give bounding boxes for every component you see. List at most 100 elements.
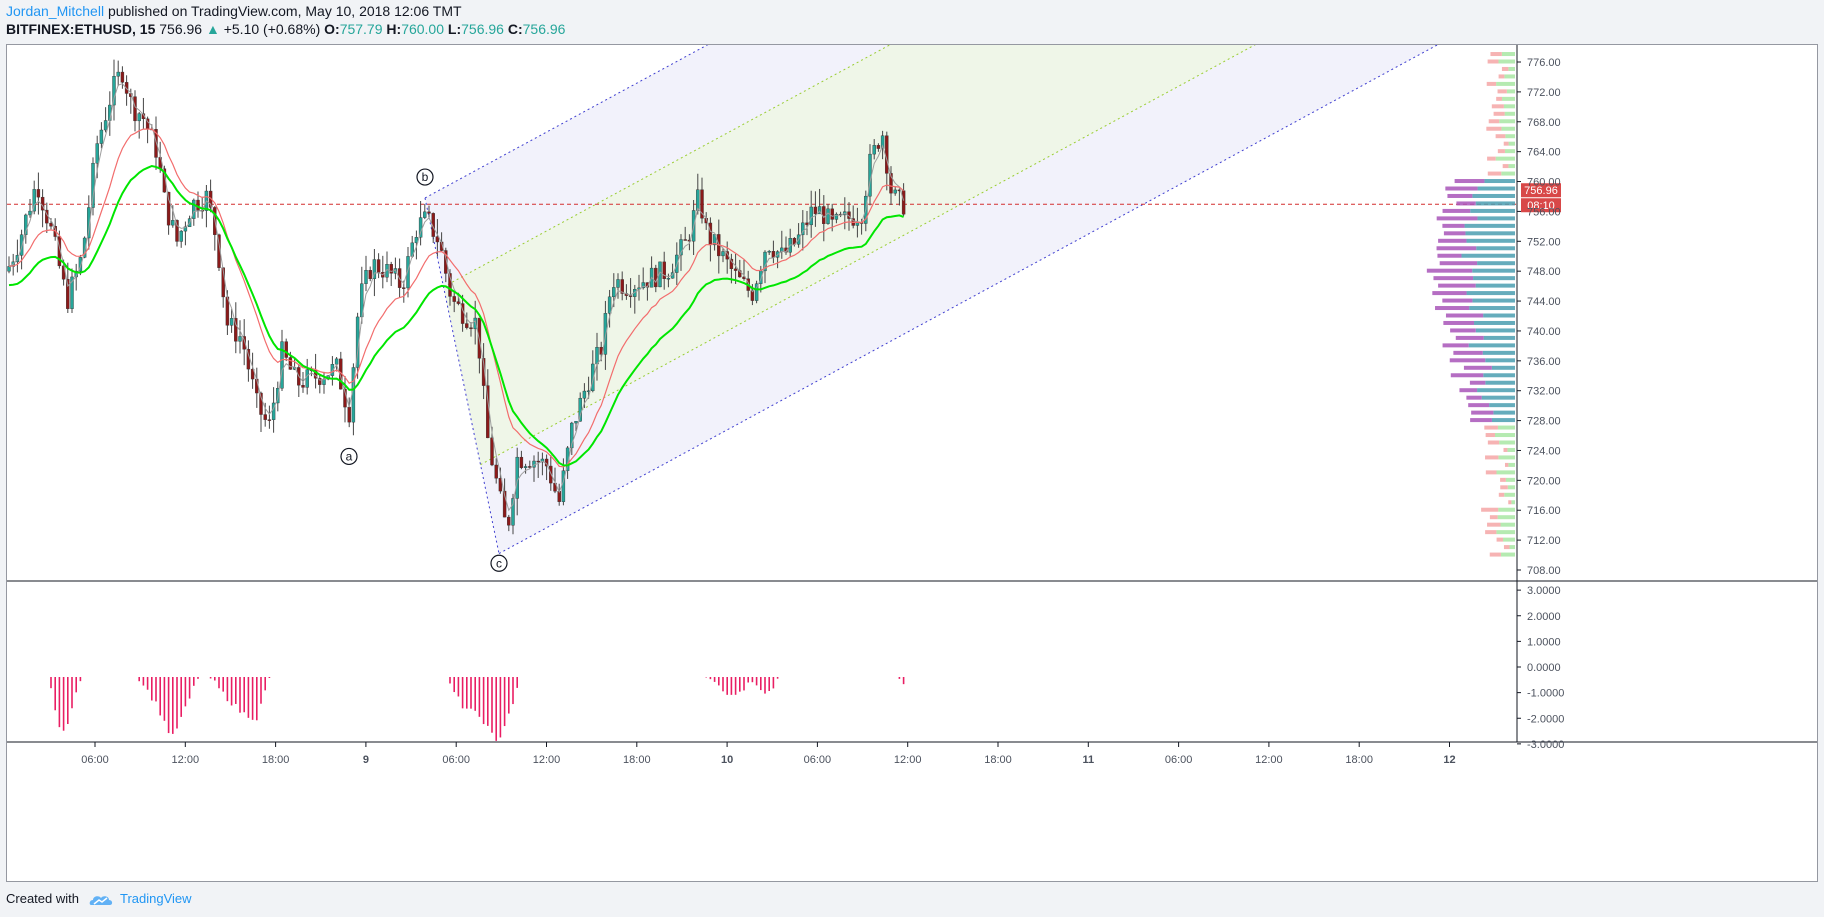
- pitchfork-inner-zone: [443, 45, 1255, 465]
- candle-up: [511, 498, 515, 526]
- candle-up: [666, 277, 671, 280]
- price-chart-svg[interactable]: 756.96 08:10 a b c 776.00 772.00 768.00 764.00…: [7, 45, 1817, 881]
- candle-up: [763, 251, 767, 272]
- candle-down: [876, 145, 881, 149]
- volume-profile-bar-down: [1496, 96, 1503, 101]
- volume-profile-bar-up: [1511, 500, 1515, 505]
- volume-profile-bar-down: [1487, 440, 1500, 445]
- candle-up: [473, 317, 477, 330]
- volume-profile-bar-up: [1498, 507, 1515, 512]
- volume-profile-bar-down: [1442, 343, 1469, 348]
- candle-down: [284, 341, 288, 358]
- candle-down: [242, 336, 246, 350]
- moving-averages-layer: [8, 83, 905, 512]
- volume-profile-bar-down: [1493, 111, 1505, 116]
- volume-profile-bar-down: [1497, 89, 1507, 94]
- volume-profile-bar-up: [1477, 186, 1515, 191]
- volume-profile-bar-down: [1445, 186, 1478, 191]
- volume-profile-bar-down: [1450, 328, 1476, 333]
- time-tick-label: 06:00: [442, 754, 470, 766]
- candle-down: [267, 419, 272, 421]
- green-ma-line: [8, 164, 904, 467]
- volume-profile-bar-down: [1503, 141, 1509, 146]
- volume-profile-bar-down: [1481, 507, 1499, 512]
- chart-container[interactable]: 756.96 08:10 a b c 776.00 772.00 768.00 764.00…: [6, 44, 1818, 882]
- published-text: published on TradingView.com, May 10, 20…: [107, 3, 462, 19]
- volume-profile-bar-up: [1466, 238, 1515, 243]
- candle-up: [87, 207, 91, 239]
- tradingview-cloud-icon: [89, 895, 112, 905]
- candle-down: [813, 206, 818, 215]
- candle-up: [28, 210, 32, 216]
- volume-profile-bar-up: [1475, 201, 1515, 206]
- volume-profile-bar-up: [1508, 462, 1515, 467]
- candle-up: [70, 276, 74, 309]
- candle-up: [817, 206, 822, 215]
- wave-label-b-circle: [416, 168, 434, 186]
- candle-down: [889, 173, 893, 194]
- volume-profile-bar-down: [1485, 455, 1499, 460]
- price-tick-label: 720.00: [1527, 475, 1561, 487]
- candle-up: [679, 239, 683, 256]
- candle-up: [607, 296, 612, 314]
- candle-up: [406, 256, 410, 289]
- candle-down: [444, 250, 448, 274]
- volume-profile-bar-down: [1438, 238, 1467, 243]
- price-tick-label: 768.00: [1527, 117, 1561, 129]
- candle-down: [448, 273, 452, 297]
- candle-down: [465, 323, 469, 328]
- volume-profile-bar-up: [1496, 81, 1515, 86]
- candle-down: [536, 460, 540, 463]
- candle-up: [116, 71, 120, 77]
- last-price-badge-label: 756.96: [1524, 185, 1558, 197]
- candle-up: [523, 466, 528, 468]
- candle-up: [423, 211, 427, 218]
- volume-profile-bar-up: [1495, 156, 1515, 161]
- volume-profile-bar-up: [1461, 253, 1515, 258]
- volume-profile-bar-up: [1499, 440, 1515, 445]
- wave-label-c-circle: [490, 554, 508, 572]
- candle-up: [330, 364, 335, 376]
- candle-down: [708, 222, 713, 246]
- volume-profile-bar-up: [1493, 410, 1515, 415]
- candle-down: [250, 368, 255, 380]
- price-tick-label: 708.00: [1527, 565, 1561, 577]
- candle-up: [7, 266, 11, 272]
- author-link[interactable]: Jordan_Mitchell: [6, 3, 105, 19]
- candle-down: [830, 208, 834, 220]
- volume-profile-bar-down: [1447, 193, 1473, 198]
- volume-profile-bar-up: [1469, 306, 1515, 311]
- candle-down: [154, 129, 158, 158]
- volume-profile-bar-down: [1508, 500, 1512, 505]
- candle-down: [733, 268, 738, 271]
- candle-down: [729, 258, 734, 270]
- volume-profile-bar-up: [1507, 485, 1515, 490]
- volume-profile-bar-up: [1476, 246, 1515, 251]
- symbol-legend: BITFINEX:ETHUSD, 15 756.96 ▲ +5.10 (+0.6…: [6, 21, 565, 38]
- volume-profile-bar-down: [1503, 447, 1508, 452]
- candle-up: [872, 145, 876, 155]
- volume-profile-bar-up: [1504, 111, 1515, 116]
- pitchfork-lower-line: [498, 45, 1439, 555]
- volume-profile-bar-up: [1485, 380, 1515, 385]
- tradingview-link[interactable]: TradingView: [120, 891, 192, 906]
- candle-down: [502, 490, 507, 518]
- volume-profile-bar-down: [1442, 298, 1473, 303]
- candle-up: [616, 279, 620, 288]
- candle-down: [490, 437, 494, 466]
- candle-down: [494, 464, 498, 479]
- volume-profile-bar-up: [1497, 515, 1515, 520]
- candle-up: [574, 421, 578, 424]
- volume-profile-bar-down: [1470, 418, 1492, 423]
- candle-up: [767, 251, 771, 253]
- candle-up: [179, 230, 183, 242]
- pitchfork-layer: [424, 45, 1439, 555]
- volume-profile-bar-down: [1500, 477, 1506, 482]
- volume-profile-bar-down: [1484, 425, 1498, 430]
- oscillator-layer: [50, 677, 905, 741]
- candle-down: [456, 301, 461, 304]
- volume-profile-bar-up: [1466, 291, 1515, 296]
- volume-profile-bar-down: [1489, 515, 1498, 520]
- osc-tick-label: -3.0000: [1527, 739, 1564, 751]
- volume-profile-bar-down: [1497, 149, 1505, 154]
